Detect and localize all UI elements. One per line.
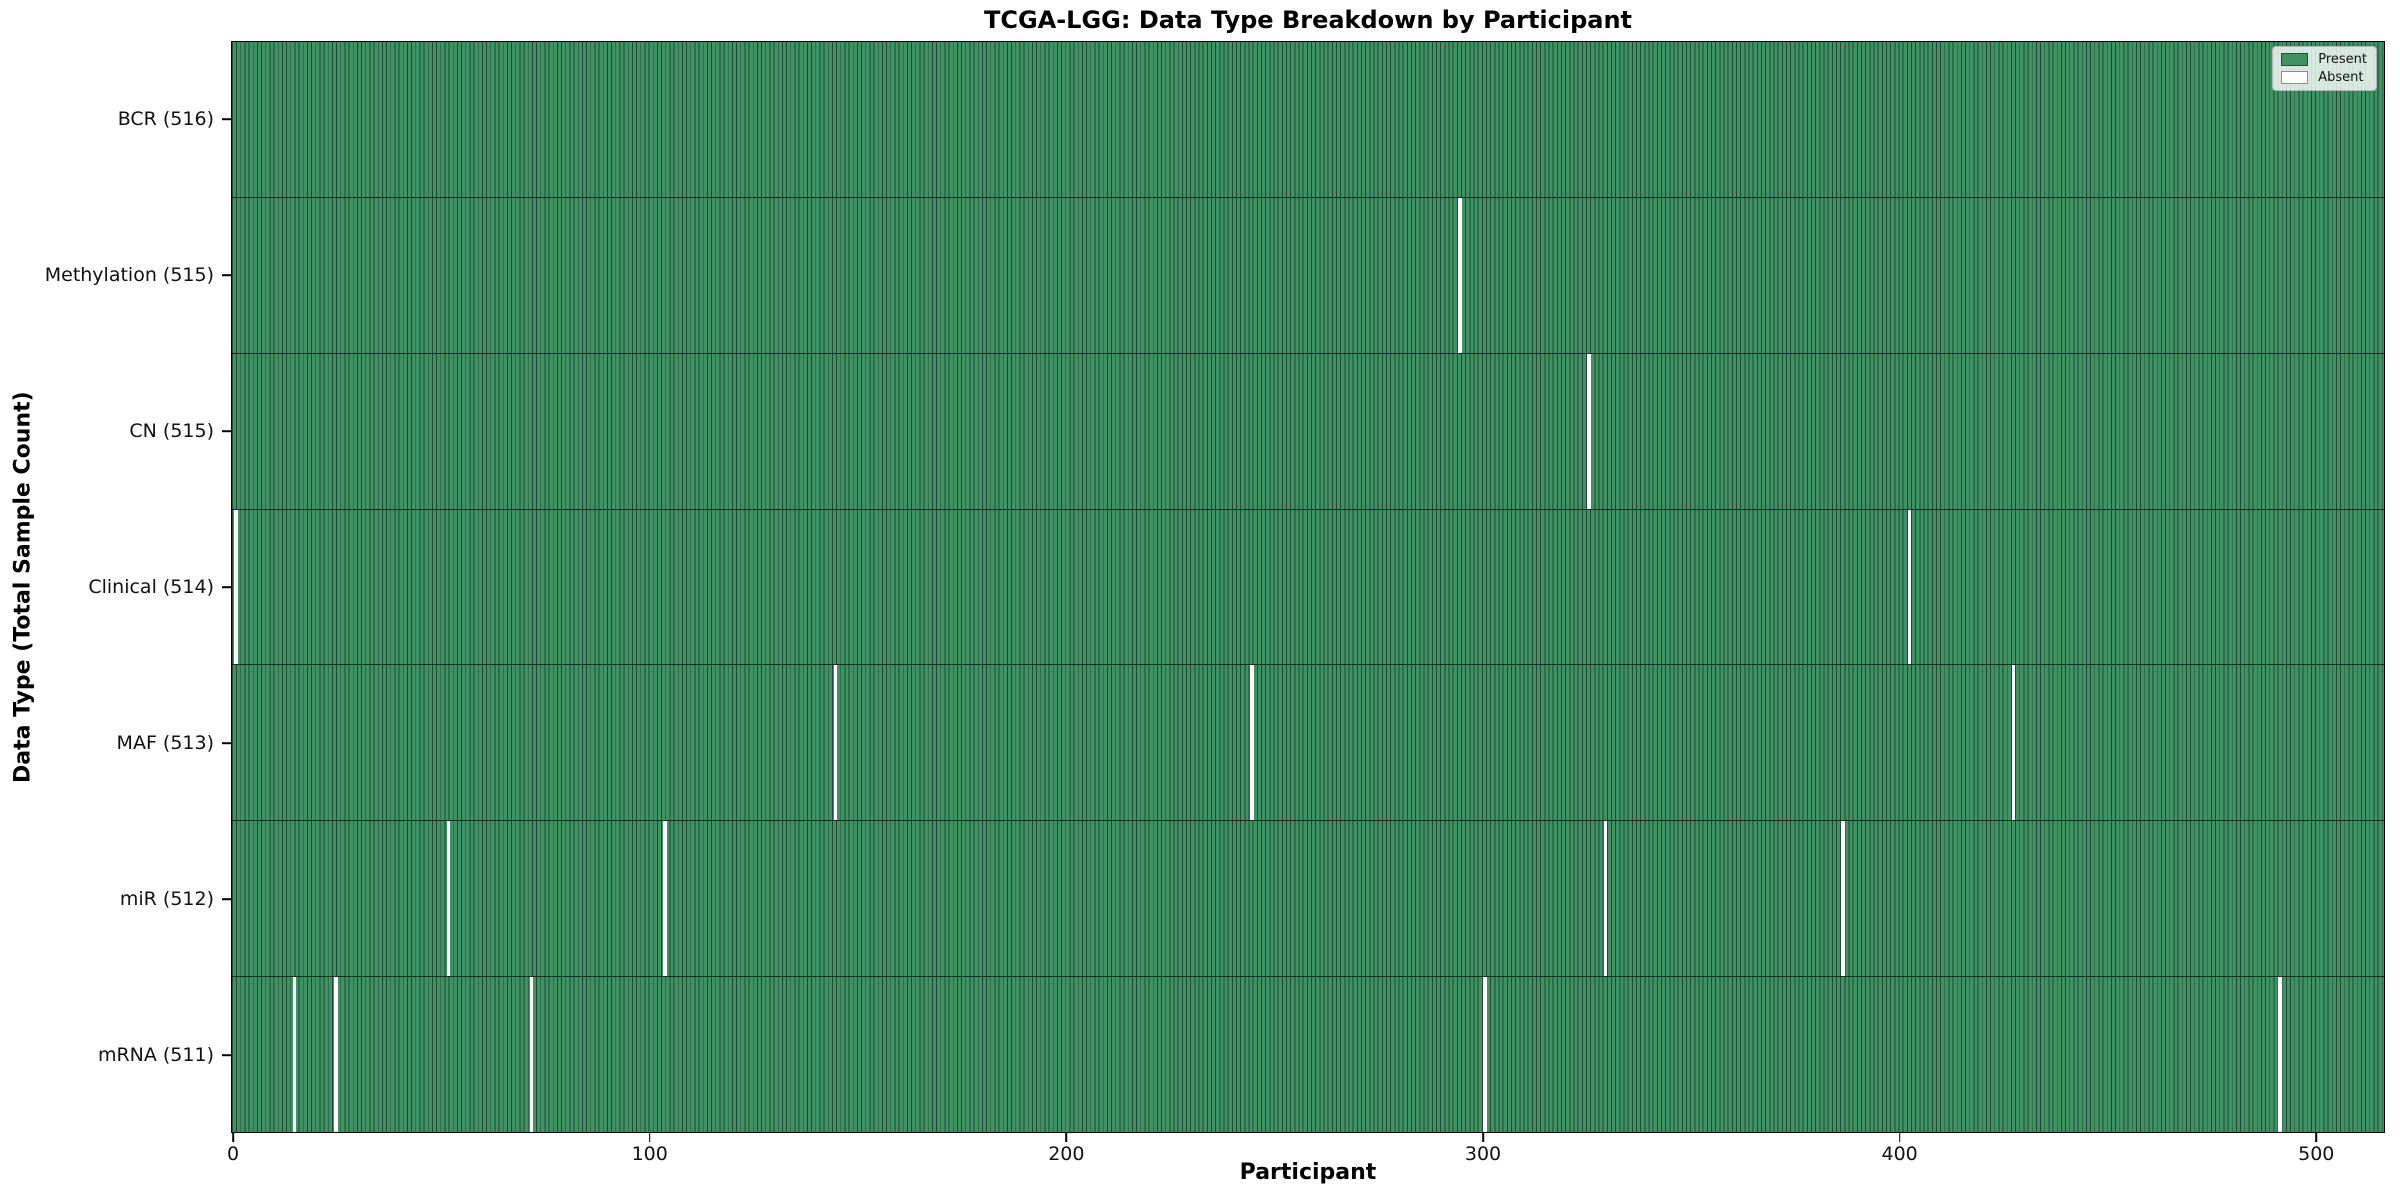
heatmap-row-mrna — [232, 976, 2384, 1133]
absent-cell — [292, 977, 297, 1133]
heatmap-row-mir — [232, 820, 2384, 977]
absent-cell — [663, 821, 667, 977]
absent-cell — [1603, 821, 1608, 977]
y-tick-marks — [222, 41, 231, 1133]
plot-area: Present Absent — [231, 41, 2385, 1133]
legend-label: Present — [2318, 52, 2367, 67]
x-tick-label: 400 — [1881, 1143, 1918, 1165]
y-tick-label: MAF (513) — [116, 732, 214, 754]
y-tick-label: miR (512) — [119, 888, 214, 910]
legend: Present Absent — [2272, 46, 2377, 91]
absent-cell — [1250, 665, 1254, 821]
legend-label: Absent — [2318, 70, 2364, 85]
x-tick-labels: 0 100 200 300 400 500 — [227, 1143, 2385, 1167]
y-tick-label: Clinical (514) — [88, 576, 214, 598]
x-tick-label: 500 — [2298, 1143, 2335, 1165]
heatmap-row-bcr — [232, 42, 2384, 197]
absent-cell — [234, 509, 238, 665]
absent-cell — [529, 977, 534, 1133]
y-tick-mark — [222, 742, 231, 744]
absent-cell — [833, 665, 838, 821]
y-tick-mark — [222, 1054, 231, 1056]
chart-title: TCGA-LGG: Data Type Breakdown by Partici… — [983, 6, 1633, 34]
heatmap-row-clinical — [232, 508, 2384, 665]
x-tick-mark — [1898, 1133, 1901, 1142]
absent-cell — [1907, 509, 1912, 665]
y-tick-label: CN (515) — [129, 420, 214, 442]
legend-swatch-icon — [2281, 71, 2309, 84]
legend-item-absent: Absent — [2281, 71, 2367, 84]
y-tick-labels: BCR (516) Methylation (515) CN (515) Clinic… — [0, 41, 214, 1133]
heatmap-row-methylation — [232, 196, 2384, 353]
x-tick-mark — [648, 1133, 651, 1142]
x-tick-mark — [1482, 1133, 1484, 1142]
y-tick-mark — [222, 430, 231, 432]
heatmap-row-cn — [232, 352, 2384, 509]
x-tick-label: 100 — [631, 1143, 668, 1165]
absent-cell — [334, 977, 338, 1133]
legend-swatch-icon — [2281, 53, 2309, 66]
y-tick-label: Methylation (515) — [44, 264, 214, 286]
x-tick-mark — [232, 1133, 234, 1142]
absent-cell — [1458, 197, 1462, 353]
absent-cell — [446, 821, 451, 977]
y-tick-mark — [222, 898, 231, 900]
y-tick-mark — [222, 118, 231, 120]
x-tick-marks — [231, 1133, 2385, 1142]
absent-cell — [1587, 353, 1591, 509]
absent-cell — [1483, 977, 1487, 1133]
x-tick-label: 300 — [1464, 1143, 1502, 1165]
legend-item-present: Present — [2281, 53, 2367, 66]
y-tick-mark — [222, 274, 231, 276]
y-tick-label: mRNA (511) — [97, 1044, 214, 1066]
x-tick-mark — [2315, 1133, 2318, 1142]
y-tick-label: BCR (516) — [117, 108, 214, 130]
x-tick-label: 0 — [227, 1143, 240, 1165]
absent-cell — [1841, 821, 1845, 977]
heatmap-row-maf — [232, 664, 2384, 821]
x-tick-label: 200 — [1048, 1143, 1085, 1165]
absent-cell — [2011, 665, 2016, 821]
x-axis-label: Participant — [1239, 1160, 1377, 1185]
x-tick-mark — [1065, 1133, 1068, 1142]
y-tick-mark — [222, 586, 231, 588]
absent-cell — [2278, 977, 2282, 1133]
